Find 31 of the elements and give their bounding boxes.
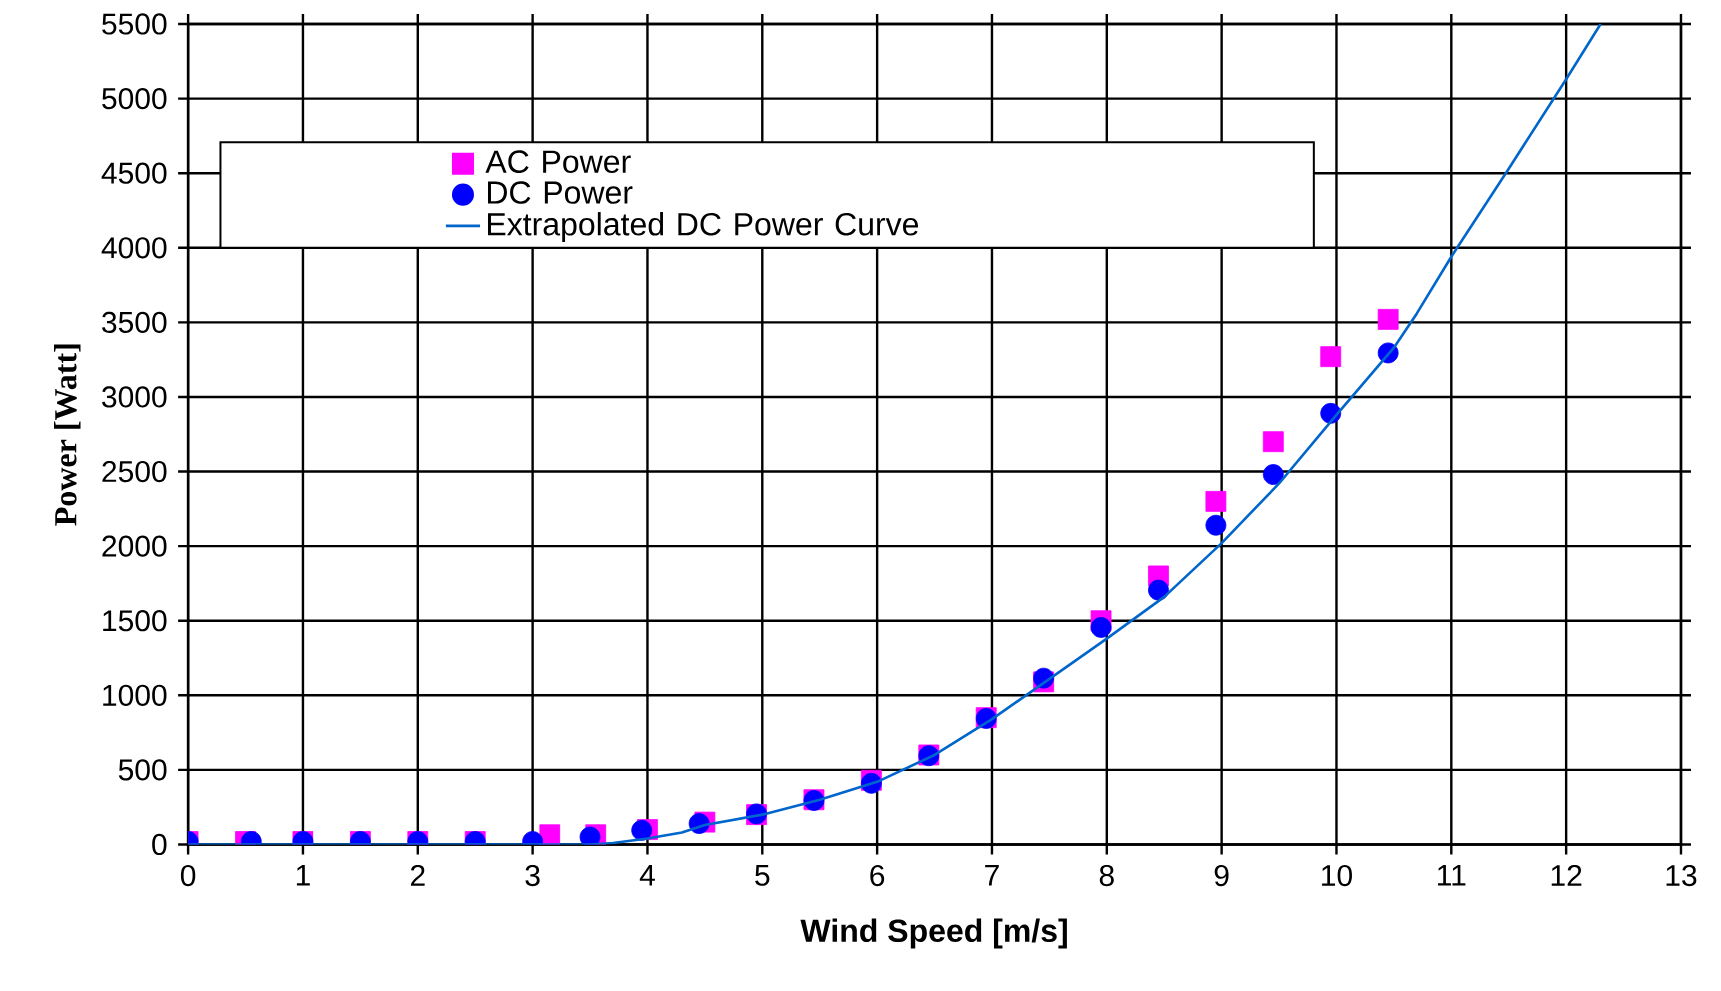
x-tick-label: 5 [755, 865, 770, 887]
x-tick-label: 6 [870, 865, 885, 887]
y-tick-label: 3500 [102, 311, 167, 334]
x-tick-label: 12 [1551, 865, 1582, 887]
y-tick-label: 1000 [103, 684, 167, 707]
legend-label: AC Power [485, 150, 631, 174]
x-tick-label: 10 [1322, 865, 1352, 887]
y-tick-label: 5000 [102, 88, 167, 110]
y-tick-label: 2500 [102, 461, 167, 483]
x-tick-label: 1 [296, 865, 310, 886]
x-tick-label: 4 [639, 865, 655, 886]
y-tick-label: 4500 [101, 162, 167, 185]
x-tick-label: 2 [410, 865, 425, 887]
x-tick-label: 8 [1099, 865, 1114, 887]
x-tick-label: 13 [1666, 865, 1697, 887]
y-axis-title: Power [Watt] [54, 344, 81, 526]
y-tick-label: 2000 [102, 535, 167, 557]
y-tick-label: 1500 [103, 610, 167, 632]
y-tick-label: 0 [152, 834, 167, 856]
y-tick-label: 3000 [102, 386, 167, 408]
x-tick-label: 3 [525, 865, 540, 887]
x-tick-label: 0 [180, 865, 196, 887]
y-tick-label: 5500 [102, 13, 167, 35]
y-tick-label: 4000 [101, 237, 167, 259]
legend-label: Extrapolated DC Power Curve [487, 212, 919, 243]
legend-label: DC Power [487, 181, 633, 205]
y-tick-label: 500 [118, 759, 167, 781]
x-axis-title: Wind Speed [m/s] [800, 918, 1067, 949]
x-tick-label: 11 [1438, 865, 1466, 886]
x-tick-label: 7 [985, 865, 999, 886]
x-tick-label: 9 [1214, 865, 1229, 887]
